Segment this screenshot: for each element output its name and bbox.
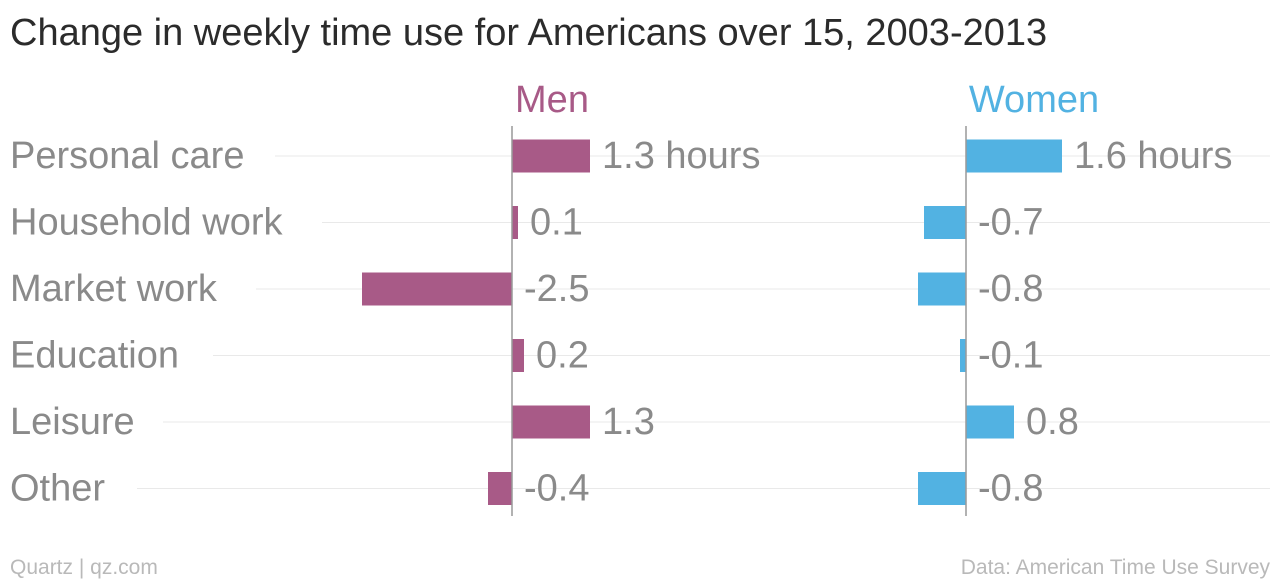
data-label: -0.8	[978, 468, 1043, 510]
bar	[362, 272, 512, 306]
category-label: Household work	[10, 202, 283, 244]
bar	[966, 139, 1062, 173]
bar	[924, 206, 966, 239]
bar	[512, 206, 518, 239]
bar	[918, 272, 966, 306]
bar	[512, 139, 590, 173]
data-label: -0.8	[978, 268, 1043, 310]
chart-title: Change in weekly time use for Americans …	[10, 12, 1048, 54]
data-label: 1.6 hours	[1074, 135, 1232, 177]
category-label: Personal care	[10, 135, 244, 177]
data-label: 0.1	[530, 202, 583, 244]
category-label: Leisure	[10, 401, 135, 443]
bar	[966, 405, 1014, 439]
category-label: Other	[10, 468, 105, 510]
bar	[488, 472, 512, 505]
data-label: -0.1	[978, 335, 1043, 377]
data-label: 0.2	[536, 335, 589, 377]
category-label: Education	[10, 335, 179, 377]
bar	[512, 405, 590, 439]
panel-title: Men	[515, 79, 589, 121]
data-label: -0.7	[978, 202, 1043, 244]
footer-credit: Quartz | qz.com	[10, 556, 158, 579]
bar	[512, 339, 524, 372]
data-label: -2.5	[524, 268, 589, 310]
bar	[960, 339, 966, 372]
panel-title: Women	[969, 79, 1099, 121]
data-label: 1.3	[602, 401, 655, 443]
bar	[918, 472, 966, 505]
category-label: Market work	[10, 268, 218, 310]
data-label: 1.3 hours	[602, 135, 760, 177]
footer-source: Data: American Time Use Survey	[960, 556, 1270, 579]
data-label: 0.8	[1026, 401, 1079, 443]
data-label: -0.4	[524, 468, 589, 510]
